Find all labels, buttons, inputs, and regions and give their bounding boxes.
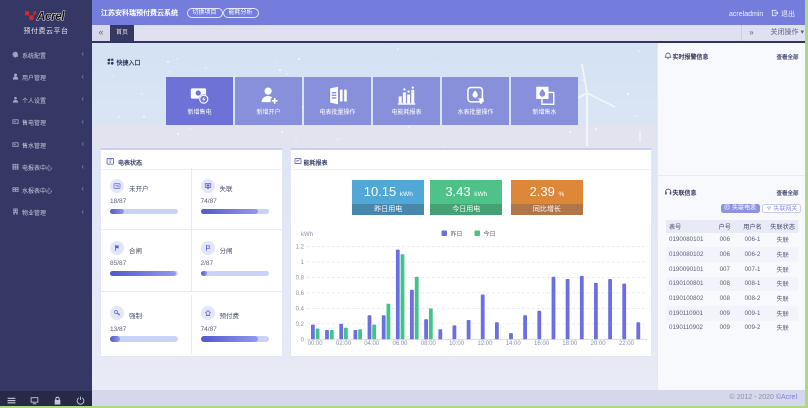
svg-text:14:00: 14:00	[505, 341, 521, 347]
svg-text:昨日: 昨日	[450, 230, 462, 238]
svg-text:04:00: 04:00	[364, 341, 380, 347]
svg-text:0.4: 0.4	[295, 306, 304, 312]
svg-text:1: 1	[300, 260, 304, 266]
svg-text:16:00: 16:00	[533, 341, 549, 347]
svg-text:12:00: 12:00	[477, 341, 493, 347]
svg-text:0.2: 0.2	[295, 322, 304, 328]
svg-text:kWh: kWh	[301, 232, 313, 238]
svg-text:02:00: 02:00	[335, 341, 351, 347]
svg-text:1.2: 1.2	[295, 245, 304, 251]
svg-text:06:00: 06:00	[392, 341, 408, 347]
svg-text:今日: 今日	[483, 230, 495, 238]
svg-text:08:00: 08:00	[420, 341, 436, 347]
svg-text:10:00: 10:00	[449, 341, 465, 347]
svg-text:18:00: 18:00	[562, 341, 578, 347]
svg-text:0.8: 0.8	[295, 276, 304, 282]
svg-text:Acrel: Acrel	[36, 11, 65, 22]
svg-text:0: 0	[300, 337, 304, 343]
svg-text:22:00: 22:00	[618, 341, 634, 347]
svg-text:0.6: 0.6	[295, 291, 304, 297]
svg-text:00:00: 00:00	[307, 341, 323, 347]
svg-text:20:00: 20:00	[590, 341, 606, 347]
